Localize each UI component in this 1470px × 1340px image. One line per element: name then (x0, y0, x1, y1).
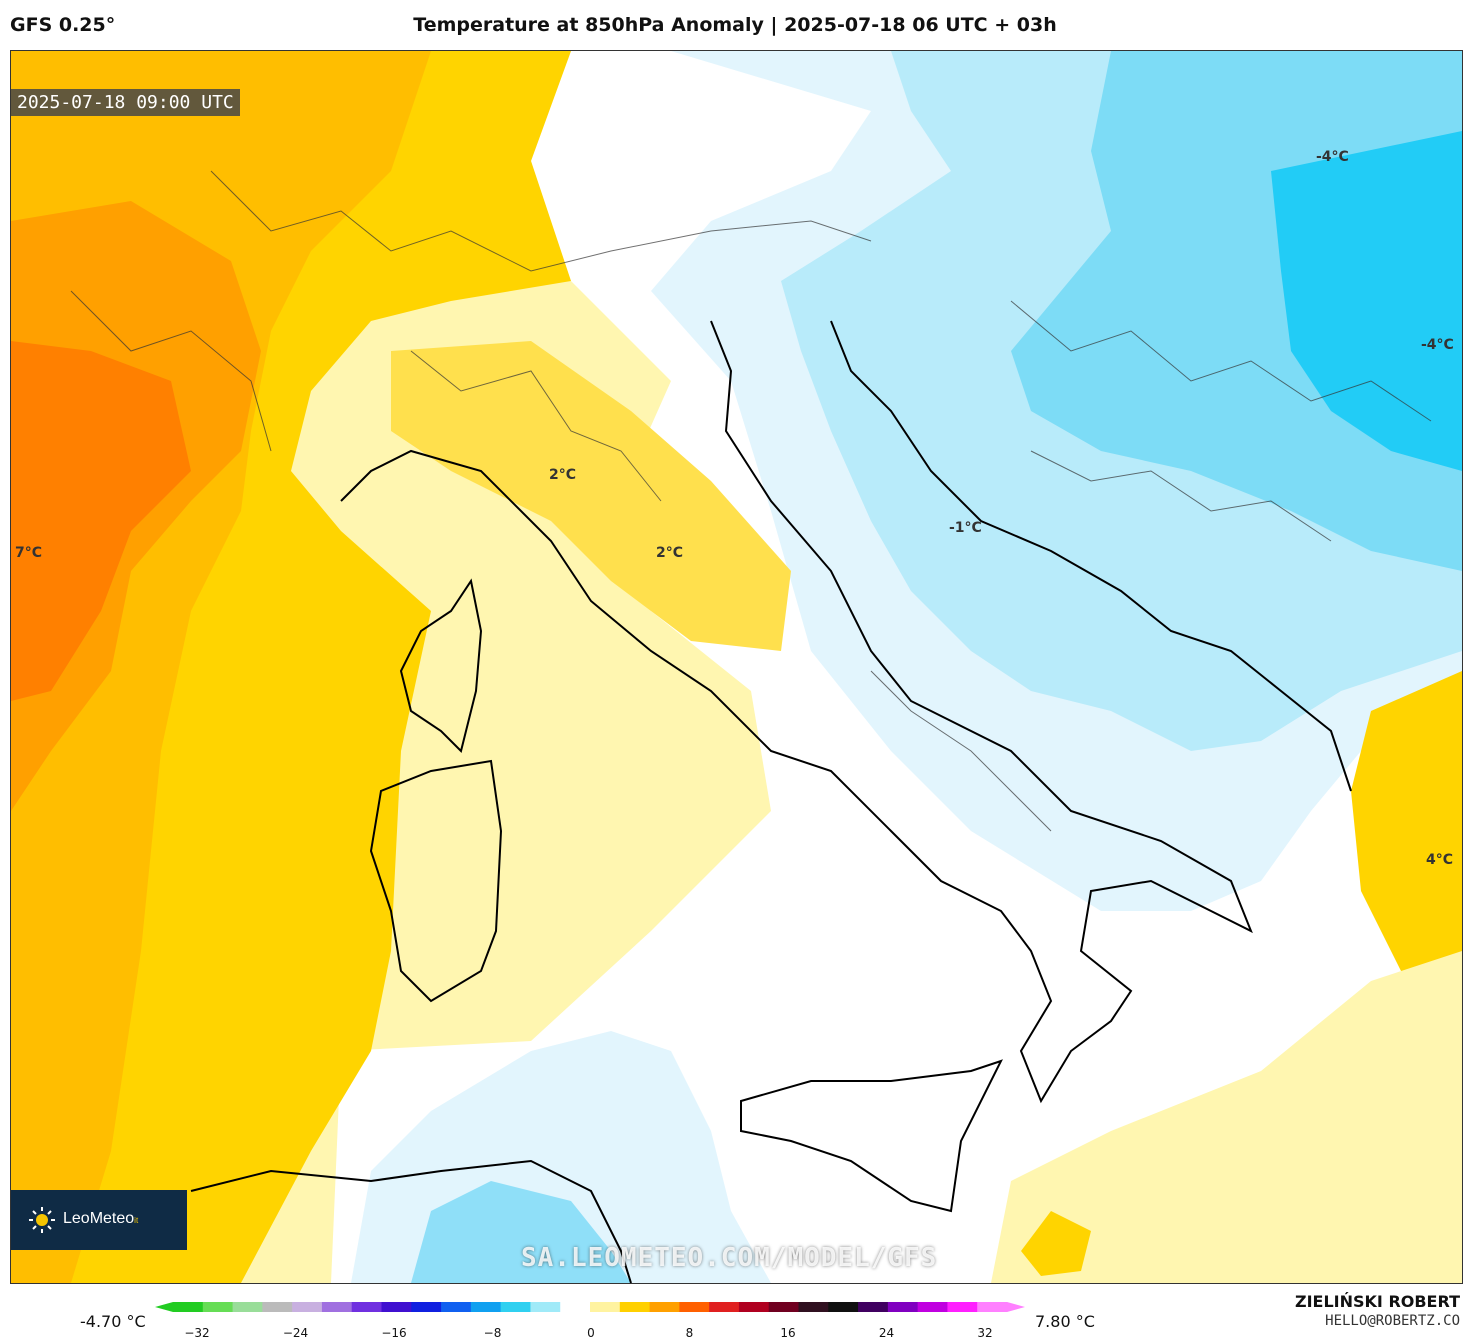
colorbar-max-label: 7.80 °C (1035, 1312, 1095, 1331)
colorbar-tick-label: 8 (685, 1326, 694, 1340)
colorbar-segment (887, 1302, 919, 1312)
colorbar-segment (709, 1302, 740, 1312)
colorbar-segment (232, 1302, 263, 1312)
label-tuscany: 2°C (549, 467, 577, 483)
colorbar-max-arrow (1007, 1302, 1025, 1312)
colorbar-segment (947, 1302, 978, 1312)
colorbar-tick-label: −32 (184, 1326, 210, 1340)
colorbar-segment (202, 1302, 234, 1312)
colorbar-segment (768, 1302, 799, 1312)
colorbar-tick-label: 24 (878, 1326, 895, 1340)
coastlines (190, 320, 1352, 1283)
colorbar-segment (173, 1302, 204, 1312)
author-email[interactable]: HELLO@ROBERTZ.CO (1325, 1313, 1460, 1329)
anomaly-band-blue-tunisia (411, 1181, 631, 1283)
italy-coastline (340, 320, 1253, 1104)
label-austria: -4°C (1316, 149, 1349, 165)
valid-time-badge: 2025-07-18 09:00 UTC (11, 89, 240, 116)
colorbar-segment (619, 1302, 651, 1312)
colorbar-tick-label: −8 (483, 1326, 502, 1340)
sardinia-coastline (369, 759, 503, 1003)
anomaly-band-deep-orange (11, 341, 191, 701)
colorbar-segment (292, 1302, 323, 1312)
label-adriatic: -1°C (949, 520, 982, 536)
sicily-coastline (740, 1059, 1003, 1213)
watermark-url: SA.LEOMETEO.COM/MODEL/GFS (521, 1243, 938, 1273)
croatia-coastline (830, 320, 1352, 792)
colorbar-segment (679, 1302, 710, 1312)
anomaly-band-yellow-ionian (991, 951, 1462, 1283)
anomaly-map[interactable]: 2025-07-18 09:00 UTC 7°C 2°C 2°C -1°C -4… (10, 50, 1463, 1284)
colorbar-segment (351, 1302, 382, 1312)
anomaly-band-gold-ionian (1021, 1211, 1091, 1276)
colorbar-segment (500, 1302, 531, 1312)
colorbar-segment (590, 1302, 621, 1312)
colorbar-segment (798, 1302, 829, 1312)
label-france: 7°C (15, 545, 43, 561)
colorbar-segment (441, 1302, 472, 1312)
leometeo-logo[interactable]: LeoMeteoit (11, 1190, 187, 1250)
label-greece: 4°C (1426, 852, 1454, 868)
colorbar-tick-label: 0 (587, 1326, 595, 1340)
colorbar-tick-label: 32 (977, 1326, 993, 1340)
colorbar-segment (828, 1302, 859, 1312)
colorbar-segment (530, 1302, 561, 1312)
admin-borders (70, 170, 1432, 832)
colorbar-min-arrow (155, 1302, 173, 1312)
colorbar-segment (917, 1302, 948, 1312)
colorbar-segment (321, 1302, 353, 1312)
corsica-coastline (399, 578, 483, 753)
colorbar-min-label: -4.70 °C (80, 1312, 146, 1331)
model-name: GFS 0.25° (10, 14, 116, 36)
anomaly-band-cyan (1271, 131, 1462, 471)
colorbar (155, 1302, 1025, 1312)
label-umbria: 2°C (656, 545, 684, 561)
colorbar-tick-label: −24 (282, 1326, 309, 1340)
colorbar-segment (470, 1302, 502, 1312)
colorbar-segment (381, 1302, 412, 1312)
colorbar-tick-label: −16 (381, 1326, 407, 1340)
colorbar-segment (977, 1302, 1008, 1312)
anomaly-band-yellow-greece (1351, 671, 1462, 1011)
chart-title: Temperature at 850hPa Anomaly | 2025-07-… (413, 14, 1057, 36)
africa-coastline (190, 1159, 632, 1283)
author-name: ZIELIŃSKI ROBERT (1294, 1292, 1460, 1311)
colorbar-tick-label: 16 (780, 1326, 796, 1340)
colorbar-segment (560, 1302, 591, 1312)
colorbar-segment (262, 1302, 293, 1312)
colorbar-segment (738, 1302, 770, 1312)
anomaly-band-yellow-tuscany (391, 341, 791, 651)
colorbar-segment (649, 1302, 680, 1312)
colorbar-segment (411, 1302, 442, 1312)
colorbar-segment (858, 1302, 889, 1312)
label-hungary: -4°C (1421, 337, 1454, 353)
map-canvas (11, 51, 1462, 1283)
logo-text: LeoMeteoit (63, 1210, 139, 1227)
sun-icon (29, 1207, 55, 1233)
